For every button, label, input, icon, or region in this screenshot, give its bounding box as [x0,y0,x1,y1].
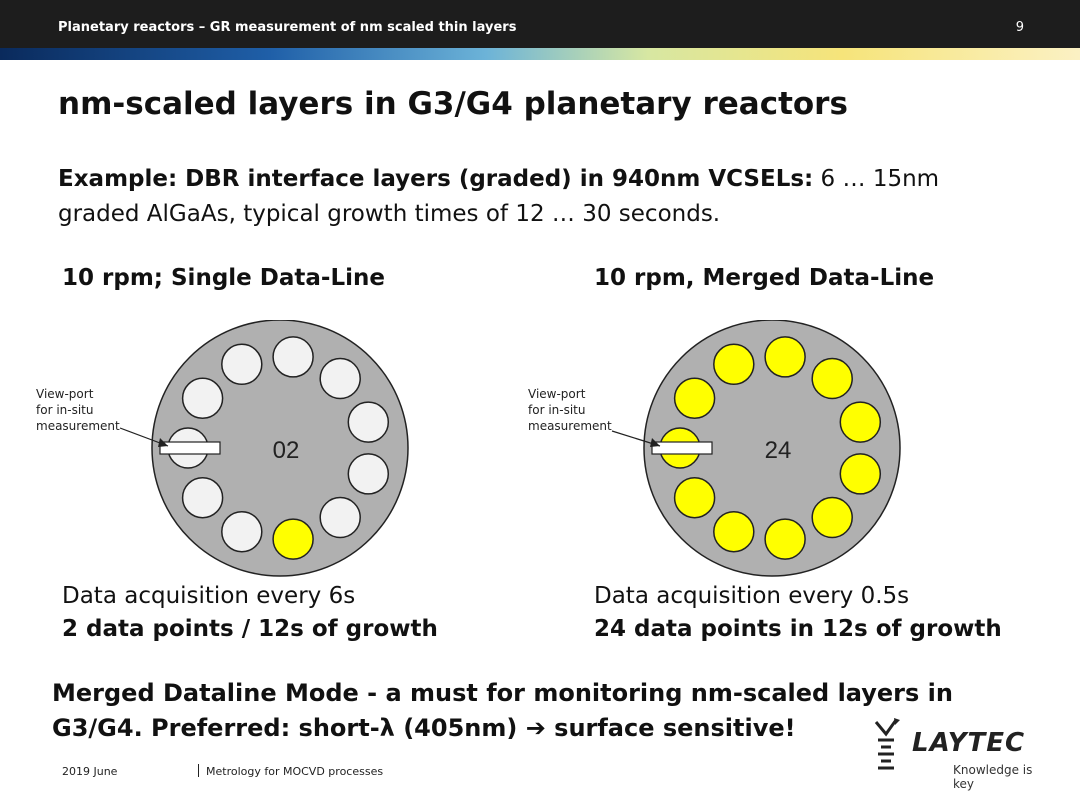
viewport-label-line: View-port [36,387,94,401]
right-viewport-label: View-port for in-situ measurement [528,386,612,434]
slide-title: nm-scaled layers in G3/G4 planetary reac… [58,86,848,122]
footer-text: Metrology for MOCVD processes [206,765,384,778]
footer-date: 2019 June [62,765,118,778]
wafer [221,510,263,553]
slide-number: 9 [1015,20,1024,35]
left-acquisition: Data acquisition every 6s [62,583,356,609]
conclusion-text: Merged Dataline Mode - a must for monito… [52,676,953,746]
right-heading: 10 rpm, Merged Data-Line [594,265,935,291]
wafer-measured [811,357,853,400]
footer-separator [198,764,199,777]
viewport-label-line: measurement [36,419,120,433]
laytec-logo: LAYTEC Knowledge is key [868,716,1048,791]
logo-tagline: Knowledge is key [953,763,1033,791]
wafer [181,377,224,420]
viewport-label-line: View-port [528,387,586,401]
viewport-window [159,441,221,455]
left-wafers [167,336,390,560]
right-reactor-diagram: 24 [643,320,901,577]
left-reactor-diagram: 02 [151,320,409,577]
wafer-measured [764,518,806,560]
wafer [319,496,361,539]
wafer-measured [272,518,314,560]
right-acquisition: Data acquisition every 0.5s [594,583,910,609]
wafer-measured [673,377,716,420]
wafer-measured [673,476,716,519]
gradient-strip [0,48,1080,60]
logo-name: LAYTEC [912,728,1026,758]
wafer [347,453,390,495]
left-counter: 02 [273,437,300,464]
viewport-label-line: measurement [528,419,612,433]
wafer [347,401,390,443]
viewport-label-line: for in-situ [528,403,586,417]
left-heading: 10 rpm; Single Data-Line [62,265,385,291]
top-bar: Planetary reactors – GR measurement of n… [0,0,1080,48]
wafer-measured [811,496,853,539]
conclusion-line1: Merged Dataline Mode - a must for monito… [52,679,953,707]
right-points: 24 data points in 12s of growth [594,616,1002,642]
example-rest: 6 … 15nm [813,166,940,192]
viewport-label-line: for in-situ [36,403,94,417]
wafer [221,343,263,386]
wafer-measured [839,401,882,443]
wafer [319,357,361,400]
example-bold: Example: DBR interface layers (graded) i… [58,166,814,192]
viewport-window [651,441,713,455]
example-text: Example: DBR interface layers (graded) i… [58,162,1058,232]
logo-icon [874,718,900,770]
conclusion-line2: G3/G4. Preferred: short-λ (405nm) ➔ surf… [52,714,796,742]
example-line2: graded AlGaAs, typical growth times of 1… [58,201,721,227]
wafer-measured [713,343,755,386]
left-info: Data acquisition every 6s 2 data points … [62,580,438,646]
header-title: Planetary reactors – GR measurement of n… [58,20,517,35]
wafer-measured [713,510,755,553]
wafer [272,336,314,378]
left-viewport-label: View-port for in-situ measurement [36,386,120,434]
right-counter: 24 [765,437,792,464]
right-info: Data acquisition every 0.5s 24 data poin… [594,580,1002,646]
left-points: 2 data points / 12s of growth [62,616,438,642]
wafer-measured [839,453,882,495]
wafer [181,476,224,519]
wafer-measured [764,336,806,378]
